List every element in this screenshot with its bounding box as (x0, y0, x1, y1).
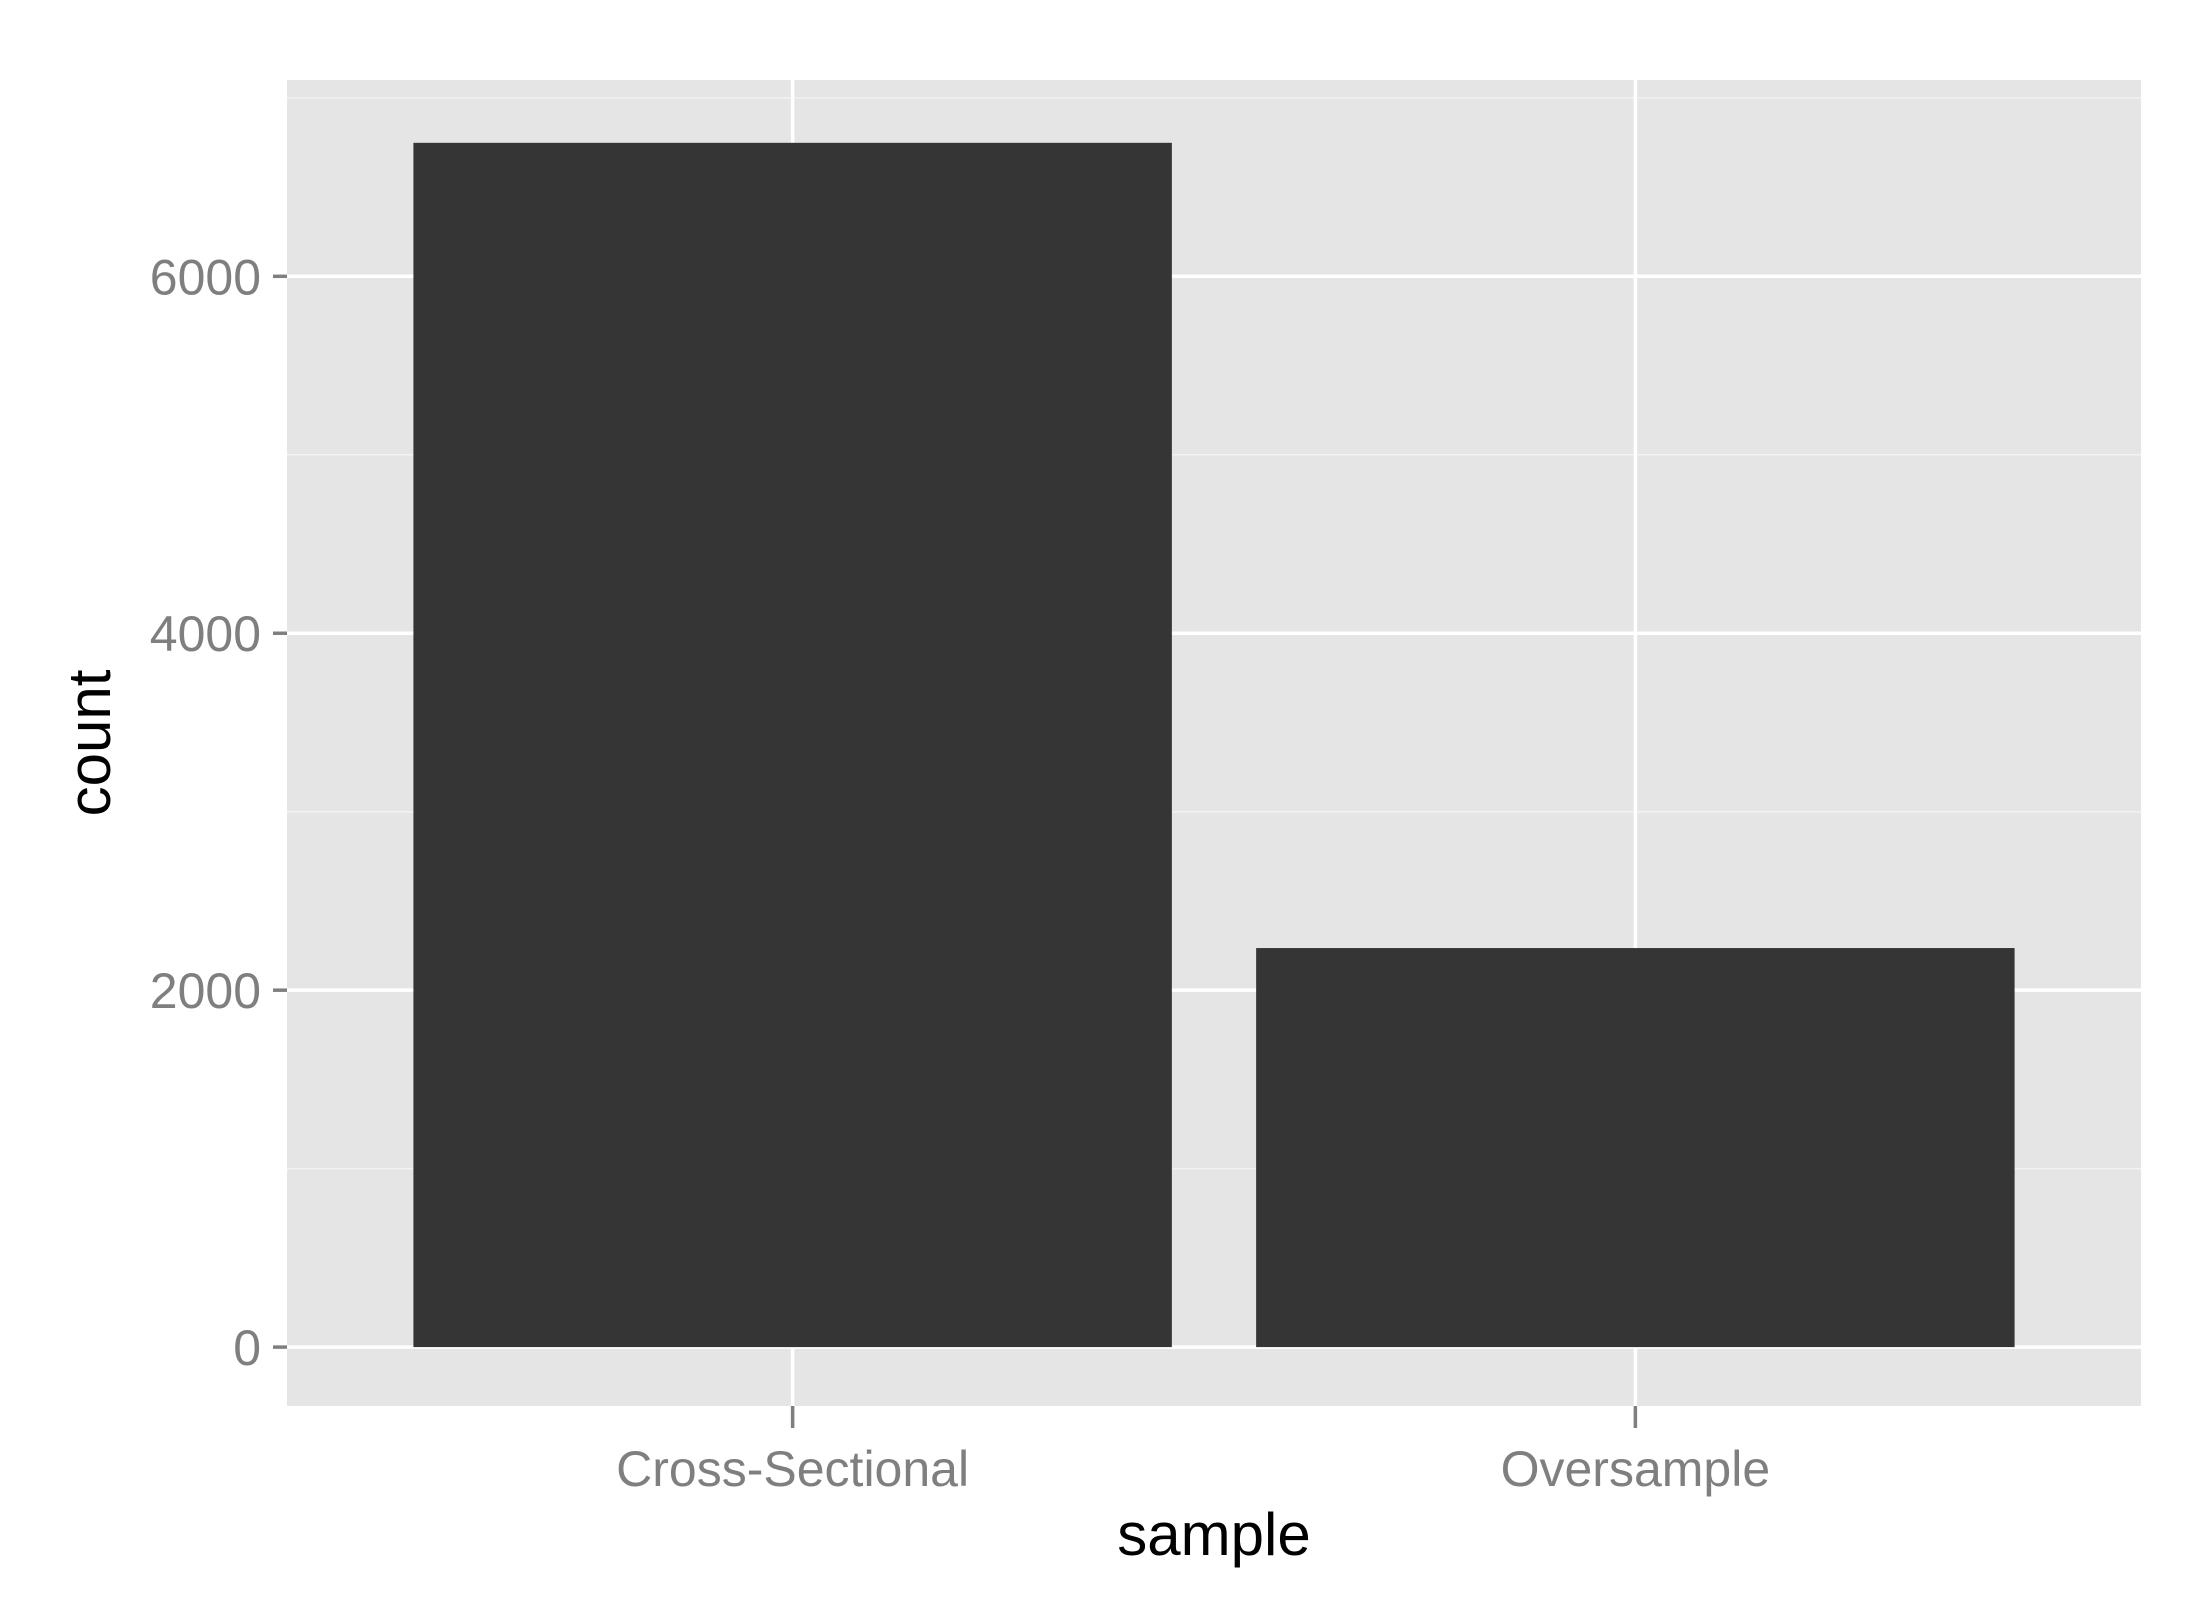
x-axis-title: sample (1117, 1501, 1310, 1568)
x-tick-label: Cross-Sectional (616, 1441, 969, 1497)
y-axis-title: count (56, 669, 123, 816)
y-tick-label: 2000 (150, 963, 261, 1019)
y-axis: 0 2000 4000 6000 (150, 249, 287, 1376)
x-axis: Cross-Sectional Oversample (616, 1406, 1770, 1497)
y-tick-label: 6000 (150, 249, 261, 305)
x-tick-label: Oversample (1501, 1441, 1771, 1497)
bars (413, 142, 2015, 1348)
bar (1256, 948, 2015, 1348)
y-tick-label: 0 (233, 1320, 261, 1376)
y-tick-label: 4000 (150, 606, 261, 662)
bar (413, 142, 1172, 1348)
